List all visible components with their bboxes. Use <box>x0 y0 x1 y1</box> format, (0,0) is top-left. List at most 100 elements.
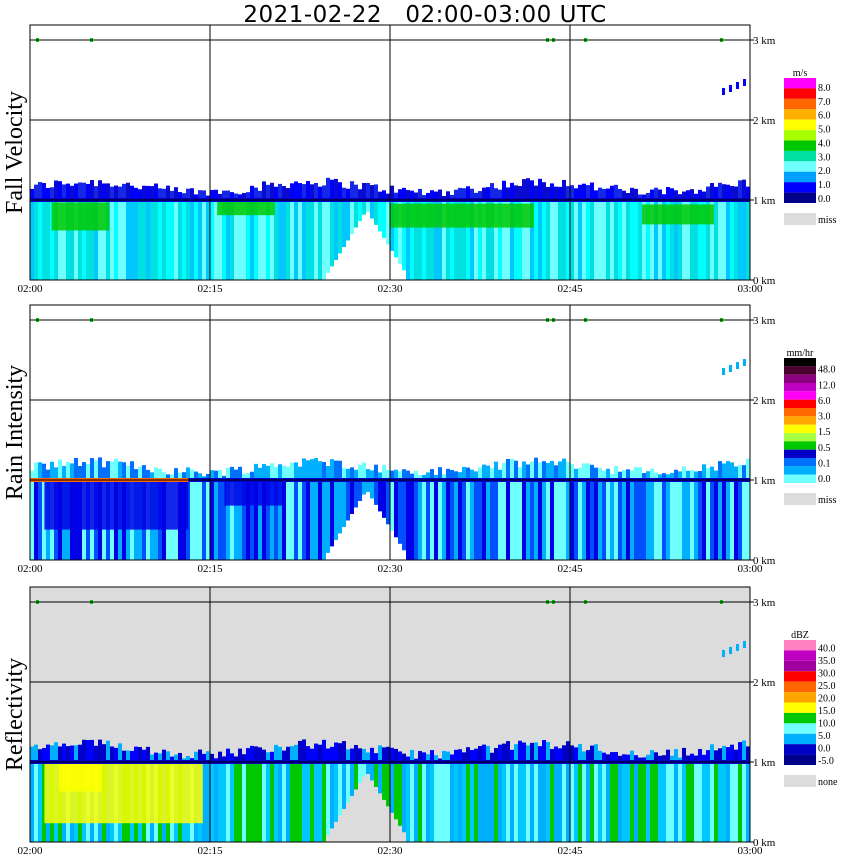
echo-gap <box>338 815 342 842</box>
cloud-top <box>346 188 350 200</box>
cloud-top <box>66 183 70 200</box>
cloud-top <box>82 739 86 762</box>
field-column <box>546 200 550 280</box>
cloud-top <box>354 184 358 200</box>
echo-patch <box>390 203 534 228</box>
cloud-top <box>550 460 554 480</box>
field-column <box>310 480 314 560</box>
echo-gap <box>350 233 354 280</box>
cloud-top <box>294 181 298 200</box>
field-column <box>490 200 494 280</box>
field-column <box>250 200 254 280</box>
cloud-top <box>254 746 258 762</box>
cloud-top <box>446 191 450 200</box>
echo-gap <box>326 552 330 560</box>
field-column <box>742 200 746 280</box>
field-column <box>542 762 546 842</box>
cloud-top <box>450 754 454 762</box>
field-column <box>702 762 706 842</box>
cloud-top <box>366 752 370 762</box>
field-column <box>602 480 606 560</box>
field-column <box>550 762 554 842</box>
cloud-top <box>154 752 158 762</box>
cloud-top <box>726 461 730 480</box>
cloud-top <box>686 190 690 200</box>
colorbar-label: 30.0 <box>818 669 836 680</box>
echo-gap <box>338 253 342 280</box>
field-column <box>286 480 290 560</box>
field-column <box>598 480 602 560</box>
echo-gap <box>342 246 346 280</box>
field-column <box>494 480 498 560</box>
cloud-top <box>314 458 318 480</box>
field-column <box>118 200 122 280</box>
cloud-top <box>318 744 322 762</box>
colorbar-segment <box>784 383 816 392</box>
cloud-top <box>574 747 578 762</box>
echo-gap <box>374 504 378 560</box>
cloud-top <box>182 193 186 200</box>
field-column <box>430 762 434 842</box>
plot-frame <box>29 586 751 843</box>
cloud-top <box>398 189 402 200</box>
cloud-top <box>402 187 406 200</box>
cloud-top <box>138 747 142 762</box>
field-column <box>538 762 542 842</box>
field-column <box>490 480 494 560</box>
high-echo <box>729 647 732 654</box>
cloud-top <box>198 473 202 480</box>
cloud-top <box>254 187 258 200</box>
cloud-top <box>82 182 86 200</box>
cloud-top <box>414 192 418 200</box>
cloud-top <box>346 468 350 480</box>
cloud-top <box>446 751 450 762</box>
cloud-top <box>698 471 702 480</box>
field-column <box>722 762 726 842</box>
cloud-top <box>638 757 642 762</box>
cloud-top <box>482 744 486 762</box>
cloud-top <box>342 187 346 200</box>
field-column <box>494 762 498 842</box>
cloud-top <box>166 474 170 480</box>
field-column <box>534 762 538 842</box>
cloud-top <box>258 190 262 200</box>
field-column <box>242 480 246 560</box>
cloud-top <box>334 742 338 762</box>
field-column <box>542 200 546 280</box>
field-column <box>278 762 282 842</box>
cloud-top <box>642 194 646 200</box>
field-column <box>718 762 722 842</box>
colorbar-label: -5.0 <box>818 756 834 767</box>
cloud-top <box>74 457 78 480</box>
cloud-top <box>530 742 534 762</box>
cloud-top <box>590 182 594 200</box>
cloud-top <box>562 179 566 200</box>
field-column <box>590 200 594 280</box>
field-column <box>310 200 314 280</box>
cloud-top <box>310 459 314 480</box>
cloud-top <box>214 189 218 200</box>
colorbar-segment <box>784 733 816 745</box>
echo-gap <box>362 776 366 842</box>
colorbar-segment <box>784 441 816 450</box>
field-column <box>426 480 430 560</box>
field-column <box>530 480 534 560</box>
field-column <box>438 480 442 560</box>
field-column <box>714 762 718 842</box>
field-column <box>742 480 746 560</box>
cloud-top <box>394 469 398 480</box>
cloud-top <box>166 751 170 762</box>
field-column <box>706 762 710 842</box>
cloud-top <box>370 185 374 200</box>
field-column <box>242 762 246 842</box>
field-column <box>590 480 594 560</box>
cloud-top <box>562 458 566 480</box>
cloud-top <box>94 460 98 480</box>
field-column <box>682 480 686 560</box>
cloud-top <box>90 180 94 200</box>
cloud-top <box>670 188 674 200</box>
cloud-top <box>518 186 522 200</box>
field-column <box>394 480 398 560</box>
cloud-top <box>326 177 330 200</box>
cloud-top <box>238 466 242 480</box>
